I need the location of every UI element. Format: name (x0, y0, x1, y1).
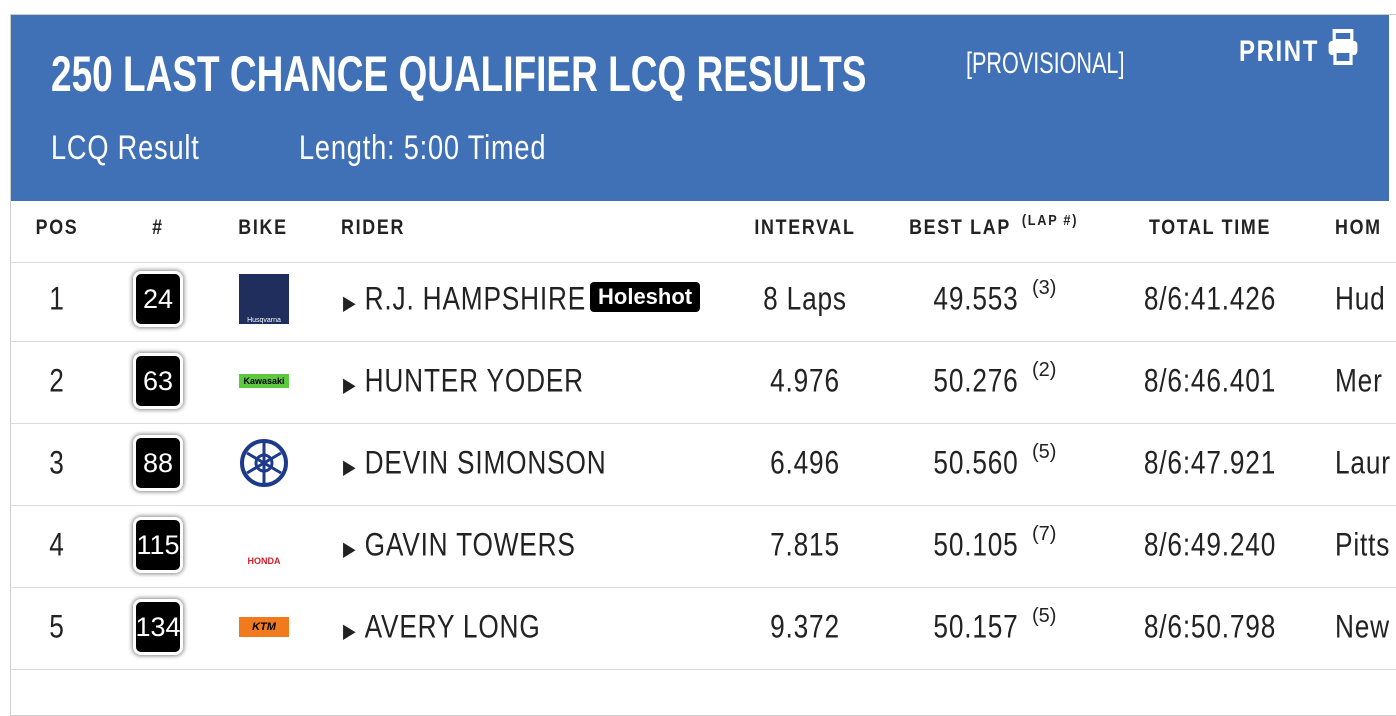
best-lap: 49.553 (933, 280, 1019, 317)
rider-name[interactable]: ▶ HUNTER YODER (343, 362, 584, 399)
rider-number: 88 (133, 435, 183, 491)
lap-number: (3) (1032, 277, 1057, 299)
rider-name[interactable]: ▶ GAVIN TOWERS (343, 526, 576, 563)
hometown: Pitts (1335, 526, 1391, 563)
interval: 4.976 (770, 362, 840, 399)
bike-brand: Kawasaki (239, 374, 289, 388)
interval: 8 Laps (763, 280, 847, 317)
print-icon[interactable] (1327, 29, 1359, 65)
position: 4 (49, 526, 65, 563)
row-divider (10, 505, 1396, 506)
page: 250 LAST CHANCE QUALIFIER LCQ RESULTS [P… (10, 14, 1396, 716)
hometown: Laur (1335, 444, 1391, 481)
total-time: 8/6:46.401 (1143, 362, 1277, 399)
result-type: LCQ Result (51, 129, 200, 167)
bike-logo: Husqvarna (238, 274, 290, 324)
race-length: Length: 5:00 Timed (299, 129, 547, 167)
print-button[interactable]: PRINT (1239, 29, 1359, 69)
bike-brand: KTM (239, 617, 289, 637)
position: 1 (49, 280, 65, 317)
best-lap: 50.560 (933, 444, 1019, 481)
bike-logo: Kawasaki (238, 356, 290, 406)
hometown: Mer (1335, 362, 1383, 399)
hometown: Hud (1335, 280, 1386, 317)
bike-logo: HONDA (238, 520, 290, 570)
bike-brand: HONDA (247, 556, 281, 566)
column-header: TOTAL TIME (1148, 216, 1272, 239)
lap-number: (7) (1032, 523, 1057, 545)
total-time: 8/6:41.426 (1143, 280, 1277, 317)
best-lap: 50.157 (933, 608, 1019, 645)
total-time: 8/6:47.921 (1143, 444, 1277, 481)
total-time: 8/6:50.798 (1143, 608, 1277, 645)
rider-number: 63 (133, 353, 183, 409)
interval: 9.372 (770, 608, 840, 645)
position: 3 (49, 444, 65, 481)
hometown: New (1335, 608, 1390, 645)
yamaha-logo (240, 439, 288, 487)
rider[interactable]: DEVIN SIMONSON (364, 444, 607, 481)
best-lap: 50.276 (933, 362, 1019, 399)
rider[interactable]: HUNTER YODER (364, 362, 584, 399)
bike-logo (238, 438, 290, 488)
rider[interactable]: AVERY LONG (364, 608, 541, 645)
lap-number: (5) (1032, 441, 1057, 463)
bike-logo: KTM (238, 602, 290, 652)
lap-number: (2) (1032, 359, 1057, 381)
rider[interactable]: R.J. HAMPSHIRE (364, 280, 587, 317)
total-time: 8/6:49.240 (1143, 526, 1277, 563)
row-divider (10, 669, 1396, 670)
column-header: (LAP #) (1021, 212, 1079, 229)
column-header: HOM (1335, 216, 1382, 239)
column-header: BEST LAP (909, 216, 1011, 239)
rider[interactable]: GAVIN TOWERS (364, 526, 576, 563)
row-divider (10, 341, 1396, 342)
position: 2 (49, 362, 65, 399)
rider-number: 24 (133, 271, 183, 327)
interval: 6.496 (770, 444, 840, 481)
column-header: INTERVAL (754, 216, 856, 239)
row-divider (10, 587, 1396, 588)
rider-name[interactable]: ▶ DEVIN SIMONSON (343, 444, 607, 481)
rider-number: 134 (133, 599, 183, 655)
provisional-tag: [PROVISIONAL] (966, 47, 1125, 80)
column-header: BIKE (238, 216, 288, 239)
best-lap: 50.105 (933, 526, 1019, 563)
title: 250 LAST CHANCE QUALIFIER LCQ RESULTS (51, 46, 867, 102)
rider-name[interactable]: ▶ R.J. HAMPSHIRE (343, 280, 587, 317)
row-divider (10, 423, 1396, 424)
holeshot-badge: Holeshot (590, 282, 701, 312)
interval: 7.815 (770, 526, 840, 563)
header: 250 LAST CHANCE QUALIFIER LCQ RESULTS [P… (11, 15, 1389, 201)
position: 5 (49, 608, 65, 645)
lap-number: (5) (1032, 605, 1057, 627)
row-divider (10, 262, 1396, 263)
rider-number: 115 (133, 517, 183, 573)
rider-name[interactable]: ▶ AVERY LONG (343, 608, 541, 645)
column-header: RIDER (341, 216, 406, 239)
column-header: # (152, 216, 164, 239)
column-header: POS (35, 216, 79, 239)
print-label[interactable]: PRINT (1239, 35, 1319, 68)
bike-brand: Husqvarna (239, 274, 289, 324)
